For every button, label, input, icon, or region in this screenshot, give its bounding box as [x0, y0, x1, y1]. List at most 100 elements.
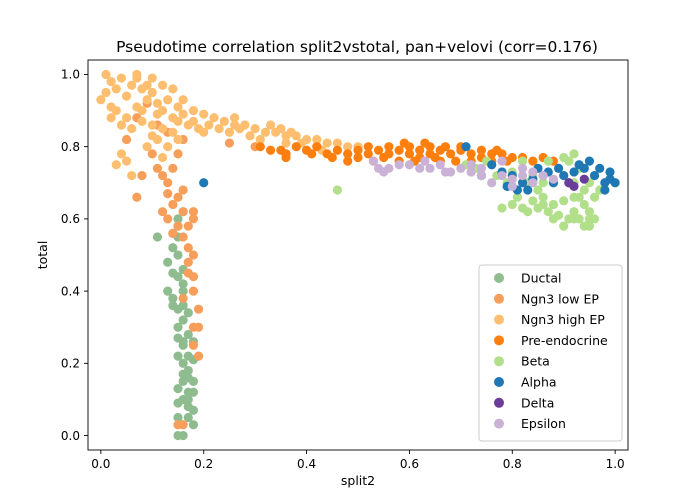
point-ductal-44: [178, 300, 188, 311]
point-pre-endocrine-26: [528, 156, 538, 166]
point-ngn3-high-ep-9: [142, 95, 152, 105]
point-ngn3-high-ep-4: [116, 73, 127, 83]
point-beta-39: [584, 221, 595, 231]
point-ngn3-high-ep-56: [224, 127, 235, 137]
y-tick-label: 0.2: [61, 357, 80, 371]
point-epsilon-16: [538, 170, 548, 181]
point-epsilon-26: [497, 156, 507, 166]
point-epsilon-2: [394, 160, 404, 170]
point-ngn3-low-ep-20: [168, 163, 178, 173]
point-epsilon-25: [379, 167, 389, 177]
point-ngn3-low-ep-44: [188, 272, 199, 282]
point-pre-endocrine-38: [307, 149, 317, 159]
point-ngn3-high-ep-55: [214, 124, 224, 134]
point-ngn3-high-ep-32: [343, 142, 353, 152]
point-alpha-1: [461, 142, 471, 152]
point-pre-endocrine-0: [255, 142, 265, 152]
point-ductal-39: [173, 384, 183, 394]
point-ngn3-high-ep-3: [111, 84, 121, 94]
point-pre-endocrine-46: [399, 138, 409, 148]
point-beta-14: [543, 207, 553, 217]
point-ductal-47: [183, 394, 193, 405]
y-tick-label: 1.0: [61, 68, 80, 82]
point-ngn3-high-ep-38: [116, 120, 127, 130]
point-ngn3-high-ep-76: [199, 127, 209, 137]
point-ngn3-high-ep-29: [312, 134, 322, 145]
point-ngn3-high-ep-41: [147, 120, 157, 130]
point-beta-34: [538, 178, 548, 188]
point-epsilon-24: [368, 156, 379, 166]
point-ngn3-high-ep-2: [106, 77, 116, 87]
point-ngn3-high-ep-23: [250, 124, 260, 134]
point-ductal-45: [178, 337, 188, 347]
point-ductal-20: [173, 430, 183, 441]
point-epsilon-13: [507, 174, 517, 184]
point-epsilon-20: [528, 178, 538, 188]
point-ngn3-high-ep-11: [152, 98, 163, 108]
point-alpha-18: [553, 163, 564, 173]
point-beta-15: [533, 185, 543, 195]
point-epsilon-19: [517, 163, 528, 173]
point-ngn3-low-ep-21: [132, 192, 142, 202]
point-pre-endocrine-34: [384, 142, 394, 152]
point-alpha-14: [610, 178, 620, 188]
point-ductal-31: [168, 300, 178, 311]
point-ngn3-low-ep-9: [188, 250, 199, 260]
point-ngn3-low-ep-15: [193, 351, 204, 361]
point-ductal-32: [183, 308, 193, 318]
point-ngn3-high-ep-5: [121, 91, 132, 101]
legend-label: Beta: [521, 354, 550, 369]
point-pre-endocrine-13: [394, 145, 404, 155]
point-beta-11: [584, 207, 595, 217]
legend-label: Ductal: [521, 271, 561, 286]
point-epsilon-27: [476, 163, 487, 173]
point-ngn3-high-ep-72: [137, 105, 147, 116]
point-beta-48: [512, 192, 523, 202]
point-epsilon-15: [528, 167, 538, 177]
point-epsilon-17: [548, 174, 559, 184]
legend-label: Ngn3 high EP: [521, 312, 605, 327]
point-ductal-43: [188, 420, 199, 430]
point-beta-1: [497, 203, 507, 213]
point-pre-endocrine-35: [363, 142, 373, 152]
point-epsilon-12: [497, 170, 507, 181]
point-beta-20: [579, 185, 589, 195]
point-ngn3-low-ep-2: [168, 199, 178, 210]
point-alpha-9: [569, 167, 579, 177]
point-pre-endocrine-3: [291, 142, 301, 152]
point-ngn3-high-ep-51: [142, 142, 152, 152]
x-tick-label: 0.0: [91, 457, 110, 471]
point-ngn3-low-ep-11: [188, 286, 199, 296]
point-pre-endocrine-7: [332, 145, 343, 155]
point-ngn3-high-ep-77: [229, 113, 240, 123]
point-beta-38: [574, 192, 584, 202]
point-ngn3-high-ep-68: [142, 80, 152, 90]
legend-label: Pre-endocrine: [521, 333, 608, 348]
point-alpha-4: [517, 178, 528, 188]
point-pre-endocrine-11: [373, 145, 384, 155]
x-axis-label: split2: [341, 473, 375, 488]
point-ngn3-high-ep-74: [152, 109, 163, 119]
plot-area: [87, 59, 629, 451]
point-epsilon-4: [415, 163, 425, 173]
legend-items: Ductal Ngn3 low EP Ngn3 high EP Pre-endocri…: [494, 271, 608, 431]
point-ngn3-high-ep-67: [157, 80, 168, 90]
point-ductal-41: [173, 398, 183, 408]
y-tick-label: 0.8: [61, 140, 80, 154]
point-ngn3-low-ep-18: [157, 170, 168, 181]
point-beta-8: [569, 207, 579, 217]
point-ngn3-high-ep-15: [173, 102, 183, 112]
point-beta-0: [332, 185, 343, 195]
point-beta-4: [528, 196, 538, 206]
point-ngn3-high-ep-6: [127, 80, 137, 90]
point-ngn3-high-ep-62: [286, 127, 296, 137]
point-ngn3-high-ep-70: [188, 116, 199, 126]
point-ductal-46: [183, 373, 193, 383]
point-pre-endocrine-50: [353, 152, 363, 163]
legend-label: Delta: [521, 395, 554, 410]
point-ductal-4: [168, 293, 178, 303]
point-ngn3-high-ep-57: [235, 124, 245, 134]
point-pre-endocrine-18: [445, 149, 456, 159]
point-ngn3-low-ep-24: [173, 149, 183, 159]
